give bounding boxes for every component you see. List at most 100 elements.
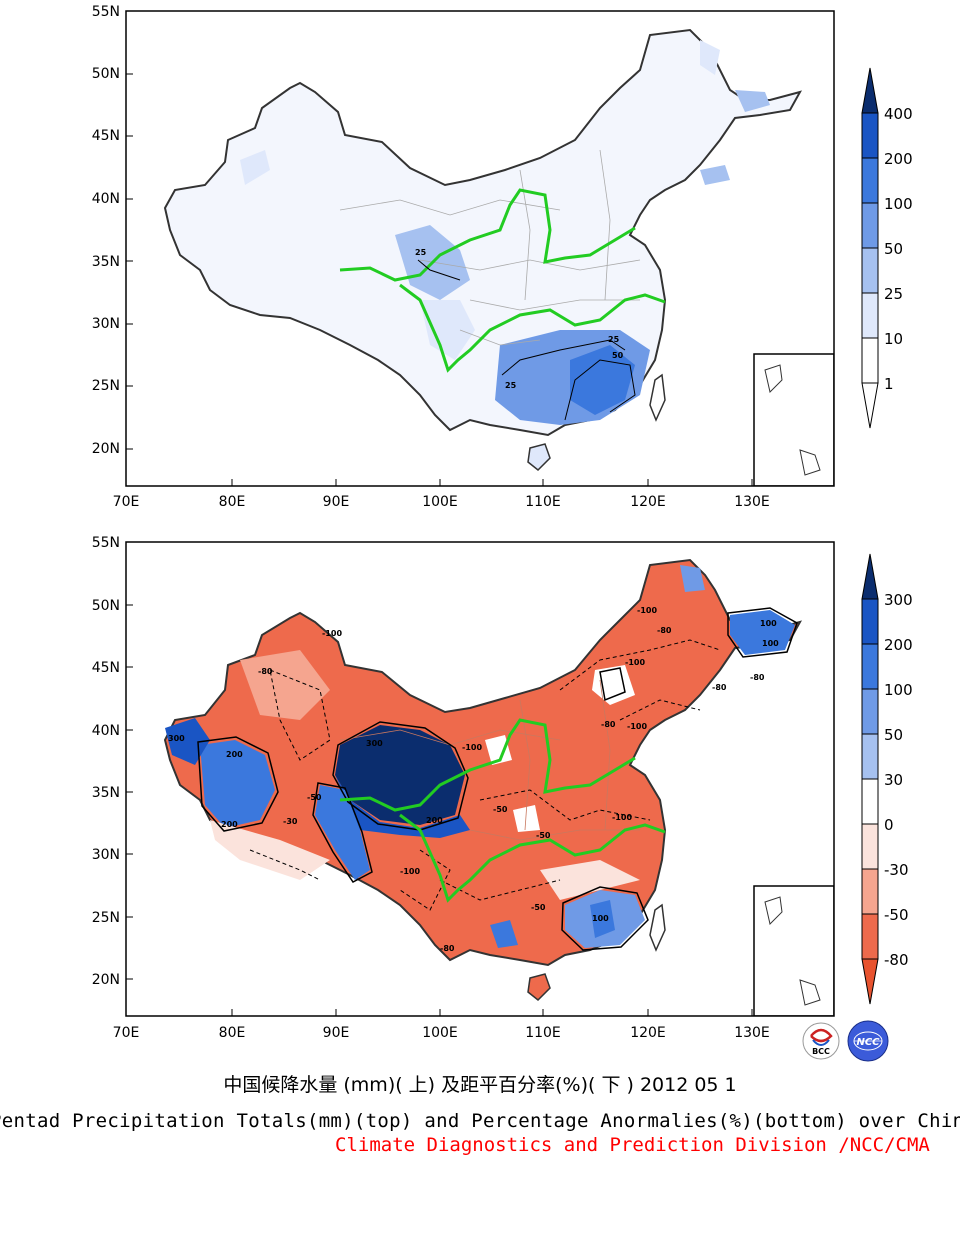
lat-label: 20N: [92, 972, 120, 988]
top-lon-labels: 70E 80E 90E 100E 110E 120E 130E: [113, 494, 770, 510]
contour-label: -100: [637, 606, 657, 615]
colorbar-label: -30: [884, 861, 909, 879]
lon-label: 70E: [113, 494, 140, 510]
colorbar-segment: [861, 643, 879, 690]
lat-label: 40N: [92, 191, 120, 207]
top-precipitation-map: 25 25 25 50 55N 50N 45N 40N 35N 30N 25N …: [92, 4, 913, 510]
taiwan-island: [649, 903, 666, 952]
top-lat-ticks: [126, 10, 133, 450]
colorbar-label: 10: [884, 330, 903, 348]
lon-label: 80E: [219, 1025, 246, 1041]
contour-label: 100: [762, 639, 779, 648]
top-lon-ticks: [231, 479, 753, 486]
shade-100: [200, 740, 275, 828]
lon-label: 130E: [734, 1025, 770, 1041]
shade-10: [700, 165, 730, 185]
china-outline: [163, 28, 803, 437]
contour-label: 25: [505, 381, 517, 390]
shade-10: [700, 40, 720, 75]
lat-label: 50N: [92, 66, 120, 82]
lon-label: 110E: [525, 1025, 561, 1041]
colorbar-segment: [861, 823, 879, 870]
shade-pos30: [513, 805, 540, 832]
contour-label: -80: [601, 720, 616, 729]
hainan-island: [527, 973, 551, 1002]
bottom-lat-ticks: [126, 541, 133, 980]
colorbar-label: 25: [884, 285, 903, 303]
colorbar-bottom-arrow: [861, 382, 879, 429]
shade-50: [570, 345, 635, 415]
top-map-frame: [125, 10, 835, 487]
lon-label: 90E: [323, 1025, 350, 1041]
shade-10: [420, 300, 475, 360]
lat-label: 25N: [92, 378, 120, 394]
colorbar-segment: [861, 913, 879, 960]
lat-label: 20N: [92, 441, 120, 457]
contour-label: 200: [226, 750, 243, 759]
bottom-lon-labels: 70E 80E 90E 100E 110E 120E 130E: [113, 1025, 770, 1041]
contour-label: -50: [536, 831, 551, 840]
shade-100: [315, 785, 370, 880]
shade-200: [335, 775, 470, 838]
shade-50: [680, 565, 705, 592]
lon-label: 100E: [422, 494, 458, 510]
contour-label: -80: [657, 626, 672, 635]
colorbar-bottom-arrow: [861, 958, 879, 1005]
colorbar-label: 30: [884, 771, 903, 789]
contour-label: -80: [440, 944, 455, 953]
contour-label: -100: [612, 813, 632, 822]
contour-label: -100: [400, 867, 420, 876]
colorbar-top-arrow: [861, 553, 879, 600]
ncc-logo: NCC: [847, 1020, 889, 1062]
bcc-logo: BCC: [802, 1022, 840, 1060]
lon-label: 100E: [422, 1025, 458, 1041]
contour-label: -100: [627, 722, 647, 731]
colorbar-label: 400: [884, 105, 913, 123]
svg-text:BCC: BCC: [812, 1047, 830, 1056]
negative-contours: [249, 639, 721, 911]
contour-label: 100: [760, 619, 777, 628]
colorbar-segment: [861, 292, 879, 339]
positive-contours: [197, 607, 798, 951]
shade-300: [335, 725, 465, 825]
caption-chinese: 中国候降水量 (mm)( 上) 及距平百分率(%)( 下 ) 2012 05 1: [223, 1074, 737, 1096]
shade-100: [490, 920, 518, 948]
shade-pos30: [592, 665, 635, 705]
shade-100: [590, 900, 615, 938]
colorbar-segment: [861, 778, 879, 825]
colorbar-label: 50: [884, 240, 903, 258]
colorbar-segment: [861, 112, 879, 159]
top-lat-labels: 55N 50N 45N 40N 35N 30N 25N 20N: [92, 4, 120, 457]
contour-label: 300: [168, 734, 185, 743]
lat-label: 45N: [92, 128, 120, 144]
contour-label: 200: [426, 816, 443, 825]
colorbar-segment: [861, 688, 879, 735]
lat-label: 45N: [92, 660, 120, 676]
lat-label: 40N: [92, 723, 120, 739]
rivers: [339, 188, 666, 373]
lon-label: 110E: [525, 494, 561, 510]
contour-label: -80: [258, 667, 273, 676]
south-china-sea-inset: [753, 885, 834, 1016]
colorbar-segment: [861, 598, 879, 645]
bottom-colorbar: 300 200 100 50 30 0 -30 -50 -80: [861, 553, 913, 1005]
lat-label: 50N: [92, 598, 120, 614]
lat-label: 30N: [92, 316, 120, 332]
south-china-sea-inset: [753, 353, 834, 486]
contour-labels: 25 25 25 50: [415, 248, 624, 390]
colorbar-label: 1: [884, 375, 894, 393]
contour-label: 25: [415, 248, 427, 257]
caption-english: Pentad Precipitation Totals(mm)(top) and…: [0, 1110, 960, 1132]
lon-label: 80E: [219, 494, 246, 510]
shade-neg50: [240, 650, 330, 720]
contour-label: 50: [612, 351, 624, 360]
lon-label: 70E: [113, 1025, 140, 1041]
colorbar-label: -50: [884, 906, 909, 924]
shade-100: [730, 610, 795, 655]
inset-coast: [764, 364, 821, 476]
colorbar-segment: [861, 868, 879, 915]
contour-label: -50: [307, 793, 322, 802]
contour-label: -50: [531, 903, 546, 912]
colorbar-label: -80: [884, 951, 909, 969]
lat-label: 55N: [92, 4, 120, 20]
